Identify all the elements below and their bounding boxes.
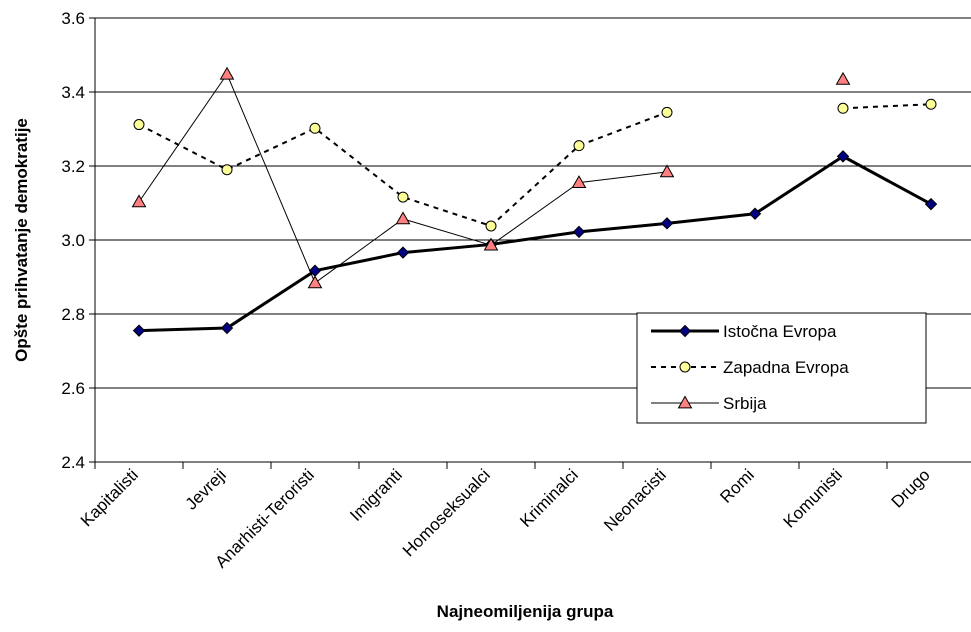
legend-marker-istocna-evropa xyxy=(678,324,692,338)
legend-label-istocna-evropa: Istočna Evropa xyxy=(723,322,837,341)
series-line-zapadna-evropa xyxy=(138,111,668,227)
y-axis-title: Opšte prihvatanje demokratije xyxy=(12,118,31,362)
point-istocna-evropa-kapitalisti xyxy=(132,324,146,337)
series xyxy=(131,66,938,337)
series-zapadna-evropa xyxy=(133,98,937,232)
legend-label-zapadna-evropa: Zapadna Evropa xyxy=(723,358,849,377)
point-srbija-komunisti xyxy=(835,71,851,85)
x-tick-label-kapitalisti: Kapitalisti xyxy=(77,465,142,530)
point-srbija-kapitalisti xyxy=(131,194,147,208)
point-istocna-evropa-romi xyxy=(748,207,762,220)
point-istocna-evropa-kriminalci xyxy=(572,225,586,239)
legend: Istočna Evropa Zapadna Evropa Srbija xyxy=(636,312,927,424)
point-zapadna-evropa-komunisti xyxy=(837,102,849,114)
point-zapadna-evropa-neonacisti xyxy=(661,106,673,118)
point-zapadna-evropa-kriminalci xyxy=(573,140,585,152)
y-tick-label: 2.4 xyxy=(61,453,85,472)
point-zapadna-evropa-kapitalisti xyxy=(133,119,145,131)
point-zapadna-evropa-anarhisti-teroristi xyxy=(309,122,321,134)
x-axis-title: Najneomiljenija grupa xyxy=(437,602,614,621)
point-srbija-neonacisti xyxy=(659,164,675,178)
x-tick-label-homoseksualci: Homoseksualci xyxy=(399,465,494,560)
x-tick-label-kriminalci: Kriminalci xyxy=(516,465,582,531)
y-tick-label: 3.0 xyxy=(61,231,85,250)
y-tick-label: 3.6 xyxy=(61,9,85,28)
point-zapadna-evropa-drugo xyxy=(925,98,937,110)
point-srbija-jevreji xyxy=(219,66,235,80)
point-srbija-imigranti xyxy=(395,211,411,225)
point-istocna-evropa-drugo xyxy=(924,197,938,211)
x-tick-label-romi: Romi xyxy=(716,465,757,506)
x-tick-label-imigranti: Imigranti xyxy=(346,465,406,525)
y-tick-labels: 2.4 2.6 2.8 3.0 3.2 3.4 3.6 xyxy=(61,9,85,472)
point-zapadna-evropa-homoseksualci xyxy=(485,220,497,232)
legend-marker-srbija xyxy=(677,395,693,409)
series-line-zapadna-evropa xyxy=(842,103,932,110)
point-srbija-homoseksualci xyxy=(483,237,499,251)
x-tick-label-drugo: Drugo xyxy=(888,465,934,511)
point-zapadna-evropa-imigranti xyxy=(397,191,409,203)
x-tick-label-neonacisti: Neonacisti xyxy=(600,465,670,535)
legend-marker-zapadna-evropa xyxy=(679,361,691,373)
x-tick-label-jevreji: Jevreji xyxy=(182,465,230,513)
x-tick-label-komunisti: Komunisti xyxy=(780,465,846,531)
axes xyxy=(89,17,971,469)
x-tick-label-anarhisti-teroristi: Anarhisti-Teroristi xyxy=(212,465,318,571)
point-istocna-evropa-neonacisti xyxy=(660,217,674,230)
point-istocna-evropa-komunisti xyxy=(836,150,850,163)
series-srbija xyxy=(131,66,851,289)
point-istocna-evropa-jevreji xyxy=(220,321,234,335)
point-zapadna-evropa-jevreji xyxy=(221,164,233,176)
y-tick-label: 3.2 xyxy=(61,157,85,176)
y-tick-label: 2.6 xyxy=(61,379,85,398)
legend-label-srbija: Srbija xyxy=(723,394,767,413)
y-tick-label: 2.8 xyxy=(61,305,85,324)
point-istocna-evropa-imigranti xyxy=(396,246,410,259)
point-srbija-kriminalci xyxy=(571,175,587,189)
point-srbija-anarhisti-teroristi xyxy=(307,275,323,289)
series-line-istocna-evropa xyxy=(138,154,932,333)
series-istocna-evropa xyxy=(132,150,938,337)
y-tick-label: 3.4 xyxy=(61,83,85,102)
